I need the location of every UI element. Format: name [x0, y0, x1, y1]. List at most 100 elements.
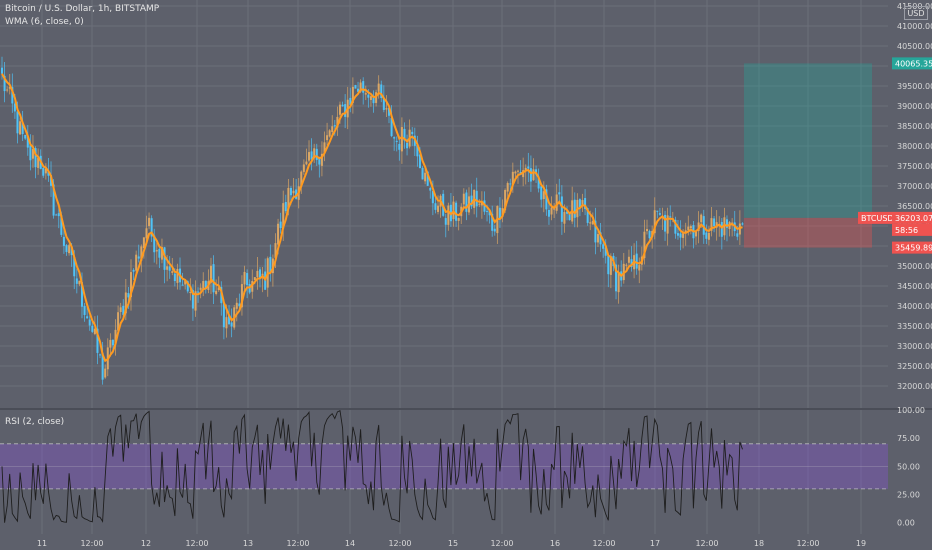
candle-body	[351, 86, 354, 103]
candle-body	[86, 316, 89, 319]
candle-body	[240, 284, 243, 308]
rsi-tick-label: 0.00	[897, 519, 915, 528]
target-zone	[744, 63, 872, 218]
candle-body	[197, 291, 200, 293]
candle-body	[558, 192, 561, 195]
candle-body	[421, 167, 424, 180]
candle-body	[153, 235, 156, 253]
candle-body	[674, 219, 677, 234]
price-tick-label: 38000.00	[897, 142, 932, 151]
candle-body	[475, 190, 478, 207]
candle-body	[173, 273, 176, 282]
candle-body	[398, 144, 401, 150]
candle-body	[11, 87, 14, 104]
time-tick-label: 12:00	[592, 539, 615, 548]
currency-button[interactable]: USD	[904, 6, 928, 20]
candle-body	[8, 86, 11, 89]
candle-body	[354, 85, 357, 89]
countdown-tag-bg	[892, 223, 932, 236]
candle-body	[609, 256, 612, 275]
stop-zone	[744, 217, 872, 248]
candle-body	[217, 287, 220, 291]
candle-body	[313, 148, 316, 159]
candle-body	[604, 247, 607, 256]
candle-body	[65, 245, 68, 252]
wma-legend: WMA (6, close, 0)	[5, 17, 84, 27]
candle-body	[627, 256, 630, 263]
candle-body	[140, 246, 143, 261]
candle-body	[697, 222, 700, 232]
candle-body	[700, 214, 703, 223]
candle-body	[532, 169, 535, 181]
candle-body	[390, 118, 393, 137]
candle-body	[279, 221, 282, 229]
current-price-tag-bg	[892, 211, 932, 224]
candle-body	[529, 168, 532, 182]
candle-body	[411, 131, 414, 135]
candle-body	[16, 111, 19, 134]
candle-body	[725, 219, 728, 228]
candle-body	[447, 205, 450, 225]
time-tick-label: 12:00	[286, 539, 309, 548]
candle-body	[333, 125, 336, 127]
candle-body	[204, 280, 207, 290]
candle-body	[416, 145, 419, 157]
candle-body	[648, 230, 651, 239]
candle-body	[359, 82, 362, 92]
time-tick-label: 16	[550, 539, 560, 548]
candle-body	[666, 215, 669, 234]
candle-body	[382, 97, 385, 110]
candle-body	[184, 280, 187, 285]
candle-body	[591, 220, 594, 225]
candle-body	[158, 248, 161, 258]
time-tick-label: 15	[448, 539, 458, 548]
candle-body	[274, 243, 277, 258]
candle-body	[594, 220, 597, 243]
price-tick-label: 41000.00	[897, 22, 932, 31]
candle-body	[80, 282, 83, 307]
candle-body	[707, 232, 710, 240]
candle-body	[148, 217, 151, 227]
candle-body	[429, 187, 432, 191]
candle-body	[509, 183, 512, 185]
candle-body	[372, 97, 375, 104]
candle-body	[540, 186, 543, 200]
candle-body	[679, 233, 682, 238]
candle-body	[444, 218, 447, 225]
candle-body	[186, 281, 189, 292]
candle-body	[83, 305, 86, 315]
candle-body	[26, 136, 29, 148]
candle-body	[114, 329, 117, 344]
candle-body	[269, 256, 272, 273]
symbol-legend: Bitcoin / U.S. Dollar, 1h, BITSTAMP	[5, 4, 160, 14]
candle-body	[364, 93, 367, 95]
candle-body	[635, 253, 638, 269]
candle-body	[295, 189, 298, 199]
candle-body	[323, 142, 326, 154]
candle-body	[209, 265, 212, 283]
candle-body	[320, 153, 323, 166]
candle-body	[357, 88, 360, 92]
candle-body	[705, 232, 708, 239]
candle-body	[117, 312, 120, 331]
candle-body	[426, 171, 429, 186]
candle-body	[555, 194, 558, 211]
price-tick-label: 32500.00	[897, 362, 932, 371]
candle-body	[181, 284, 184, 286]
candle-body	[341, 104, 344, 107]
candle-body	[155, 250, 158, 252]
rsi-tick-label: 25.00	[897, 491, 920, 500]
time-tick-label: 12:00	[490, 539, 513, 548]
candle-body	[47, 170, 50, 176]
price-tick-label: 39500.00	[897, 82, 932, 91]
candle-body	[243, 271, 246, 285]
candle-body	[145, 228, 148, 239]
candle-body	[70, 247, 73, 256]
candle-body	[228, 315, 231, 325]
price-tick-label: 33500.00	[897, 322, 932, 331]
candle-body	[400, 127, 403, 152]
candle-body	[566, 211, 569, 214]
price-tick-label: 33000.00	[897, 342, 932, 351]
candle-body	[287, 187, 290, 209]
